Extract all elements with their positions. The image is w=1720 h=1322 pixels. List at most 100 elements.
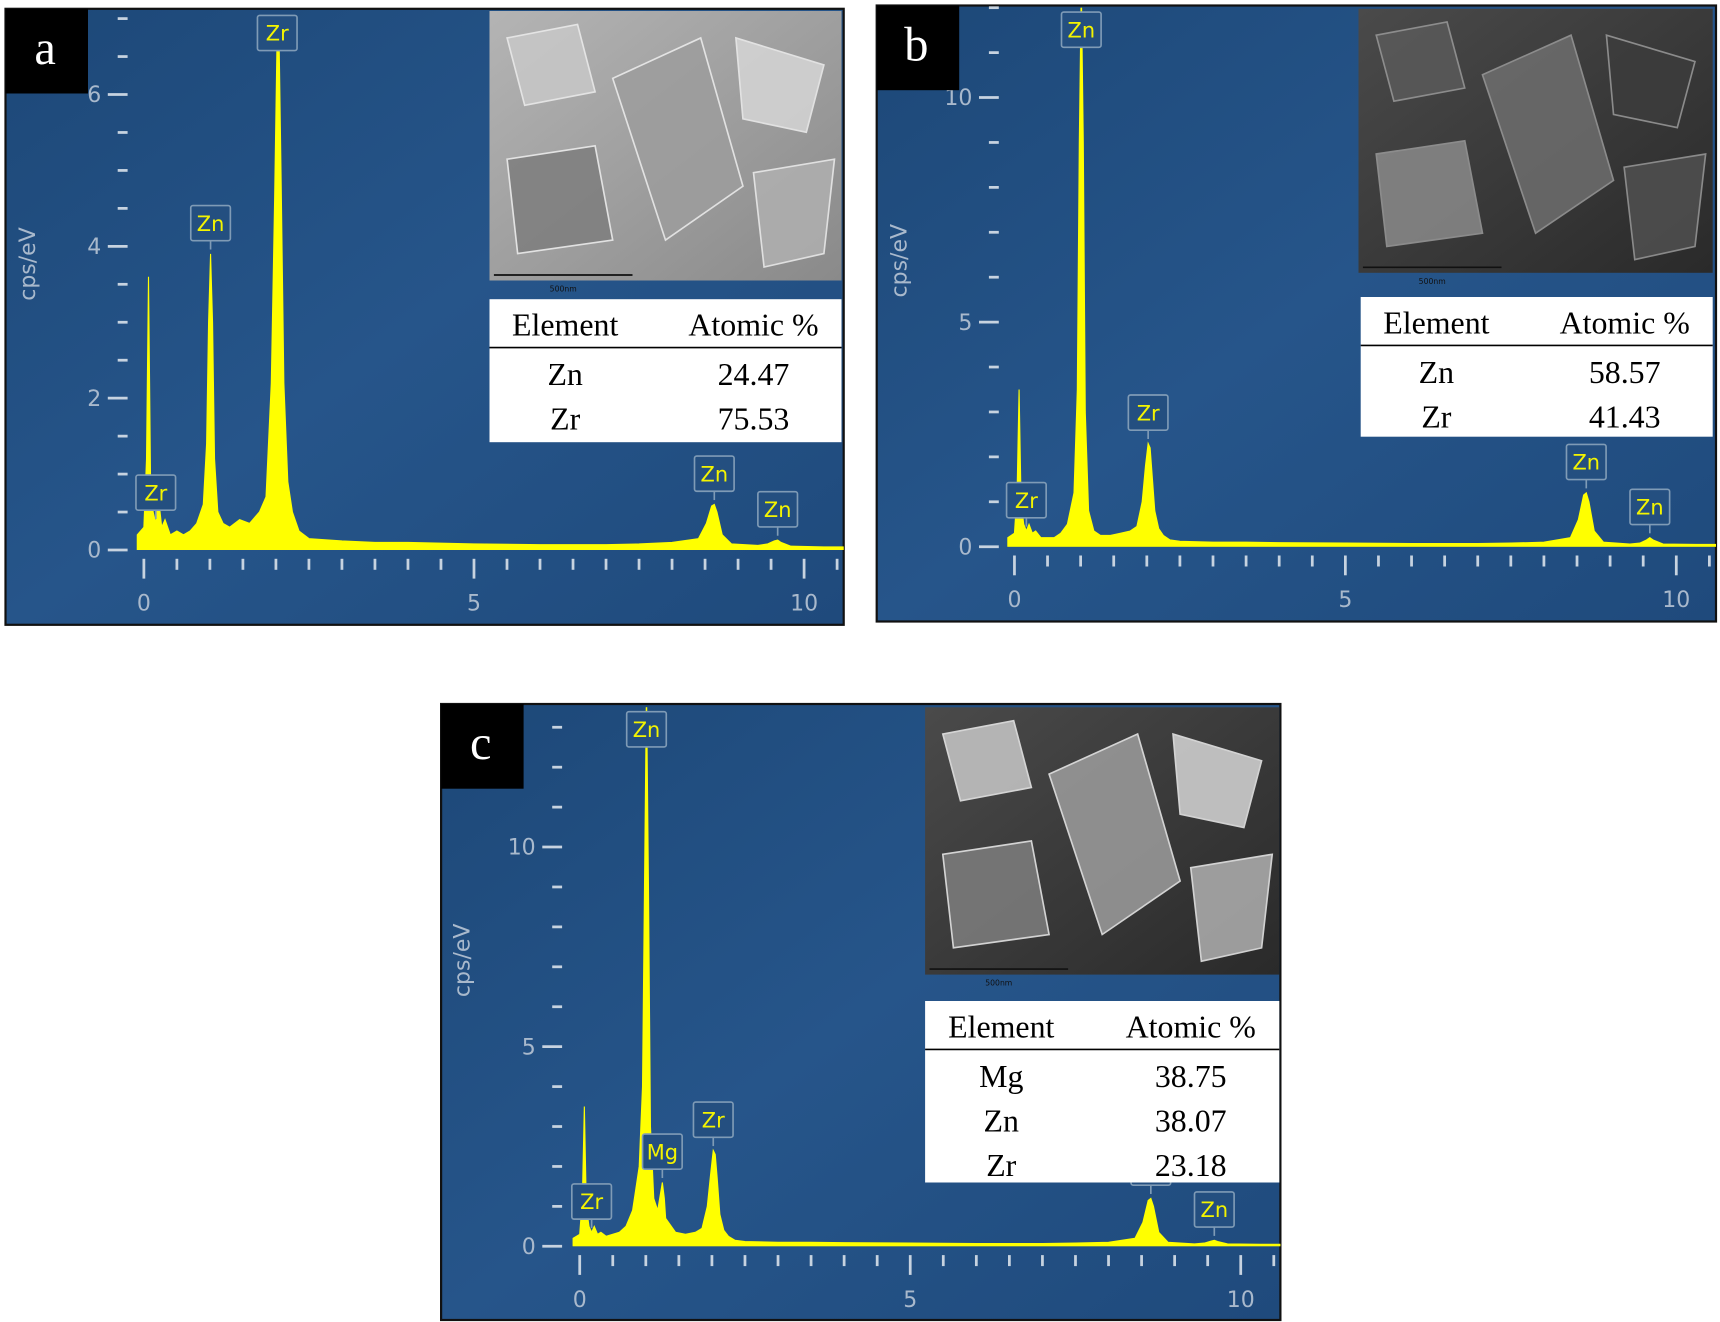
table-cell: 38.75 [1155, 1059, 1227, 1094]
table-background [1360, 297, 1713, 437]
panel-letter-box [5, 8, 88, 94]
panel-letter-box [441, 704, 524, 789]
sem-particle [1375, 139, 1484, 248]
x-tick-label: 0 [137, 592, 151, 617]
table-cell: 23.18 [1155, 1148, 1227, 1183]
peak-label-box [135, 474, 177, 512]
scale-bar-label: 500nm [985, 979, 1012, 988]
peak-label: Zn [1068, 18, 1096, 42]
table-header: Element [948, 1009, 1054, 1044]
sem-particle [1605, 34, 1696, 129]
peak-label: Zr [702, 1108, 725, 1132]
spectrum-area [1007, 7, 1717, 547]
peak-label: Zr [266, 22, 289, 46]
y-tick-label: 10 [944, 86, 972, 111]
peak-label-box [641, 1133, 683, 1171]
spectrum-area [572, 707, 1281, 1247]
table-cell: 24.47 [718, 357, 790, 392]
panel-letter: b [904, 19, 928, 72]
peak-label-box [189, 204, 232, 242]
sem-particle [611, 36, 744, 242]
x-tick-label: 5 [1338, 588, 1352, 613]
y-tick-label: 0 [87, 539, 101, 564]
sem-particle [734, 36, 825, 134]
table-header: Atomic % [1126, 1009, 1256, 1044]
x-tick-label: 5 [903, 1288, 917, 1313]
sem-particle [506, 23, 597, 107]
table-cell: 58.57 [1589, 355, 1661, 390]
peak-label: Zn [1201, 1198, 1229, 1222]
sem-particle [1189, 853, 1274, 963]
x-tick-label: 0 [573, 1288, 587, 1313]
x-tick-label: 5 [467, 592, 481, 617]
y-tick-label: 4 [87, 235, 101, 260]
peak-label: Zr [1015, 489, 1038, 513]
panel-letter: a [34, 22, 55, 75]
y-axis-label: cps/eV [887, 224, 912, 298]
sem-particle [1048, 732, 1182, 936]
y-tick-label: 10 [508, 836, 536, 861]
peak-label-box [1005, 481, 1047, 519]
panel-letter: c [470, 717, 491, 770]
y-tick-label: 6 [87, 83, 101, 108]
table-cell: Zr [550, 402, 580, 437]
y-tick-label: 5 [958, 311, 972, 336]
table-cell: Zn [1419, 355, 1454, 390]
peak-label-box [625, 710, 668, 748]
sem-particle [506, 144, 614, 255]
peak-label: Zr [580, 1190, 603, 1214]
peak-label-box [1629, 488, 1671, 526]
x-tick-label: 0 [1007, 588, 1021, 613]
panel: 0 5 10 0 5 10 cps/eV Zr Zn Mg Zr Zn Zn 500nm Element At… [440, 702, 1282, 1322]
sem-particle [941, 719, 1033, 802]
peak-label-box [1127, 394, 1169, 432]
peak-label: Zn [633, 718, 661, 742]
y-tick-label: 2 [87, 387, 101, 412]
peak-label-box [692, 1101, 734, 1139]
table-cell: Zn [547, 357, 582, 392]
table-cell: Zr [986, 1148, 1016, 1183]
sem-particle [941, 840, 1051, 949]
peak-label-box [693, 455, 735, 493]
table-header: Element [1383, 305, 1489, 340]
table-header: Atomic % [1560, 305, 1690, 340]
peak-label: Zn [701, 462, 729, 486]
peak-label-box [757, 490, 799, 528]
panel: 0 2 4 6 0 5 10 cps/eV Zr Zn Zr Zn Zn 500nm Element Atom… [4, 7, 845, 626]
sem-particle [1375, 21, 1466, 103]
scale-bar-label: 500nm [550, 285, 577, 294]
table-header: Element [512, 308, 618, 343]
peak-label: Zn [1636, 496, 1664, 520]
x-tick-label: 10 [1227, 1288, 1255, 1313]
scale-bar-label: 500nm [1419, 277, 1446, 286]
sem-particle [1481, 34, 1615, 235]
peak-label-box [1193, 1191, 1235, 1228]
peak-label-box [1565, 443, 1607, 481]
sem-particle [752, 158, 836, 269]
table-cell: 75.53 [718, 402, 790, 437]
peak-label: Mg [647, 1140, 678, 1164]
peak-label: Zr [1137, 401, 1160, 425]
peak-label-box [1060, 11, 1102, 49]
panels: 0 2 4 6 0 5 10 cps/eV Zr Zn Zr Zn Zn 500nm Element Atom… [4, 4, 1718, 1322]
table-background [925, 1001, 1280, 1183]
panel: 0 5 10 0 5 10 cps/eV Zr Zn Zr Zn Zn 500nm Element Atom… [875, 4, 1718, 623]
peak-label-box [570, 1183, 613, 1220]
table-cell: Mg [979, 1059, 1023, 1094]
table-background [489, 299, 842, 443]
table-cell: 38.07 [1155, 1103, 1227, 1138]
peak-label: Zr [144, 481, 167, 505]
y-axis-label: cps/eV [16, 227, 41, 301]
y-tick-label: 0 [958, 535, 972, 560]
sem-particle [1172, 732, 1263, 829]
panel-letter-box [876, 5, 960, 91]
peak-label: Zn [1572, 451, 1600, 475]
sem-particle [1623, 153, 1707, 261]
y-tick-label: 0 [522, 1235, 536, 1260]
table-cell: 41.43 [1589, 399, 1661, 434]
x-tick-label: 10 [790, 592, 818, 617]
peak-label: Zn [197, 212, 225, 236]
table-cell: Zn [984, 1103, 1019, 1138]
